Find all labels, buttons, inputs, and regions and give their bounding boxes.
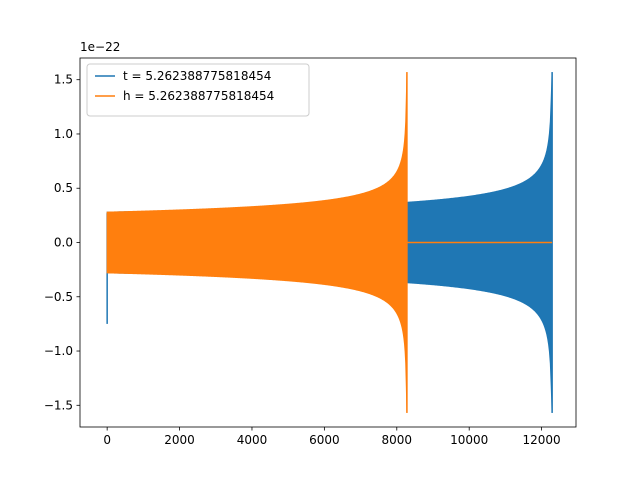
x-tick-label-3: 6000 (309, 433, 340, 447)
y-tick-label-4: 0.5 (54, 181, 73, 195)
y-axis: −1.5 −1.0 −0.5 0.0 0.5 1.0 1.5 (44, 73, 80, 412)
x-tick-label-6: 12000 (523, 433, 561, 447)
y-tick-label-0: −1.5 (44, 398, 73, 412)
y-tick-label-1: −1.0 (44, 344, 73, 358)
y-tick-label-3: 0.0 (54, 236, 73, 250)
y-tick-label-2: −0.5 (44, 290, 73, 304)
legend-label-0: t = 5.262388775818454 (123, 69, 271, 83)
series-1 (106, 72, 553, 413)
x-tick-label-5: 10000 (450, 433, 488, 447)
legend-label-1: h = 5.262388775818454 (123, 89, 274, 103)
x-tick-label-0: 0 (103, 433, 111, 447)
legend: t = 5.262388775818454 h = 5.2623887758184… (86, 63, 310, 117)
y-tick-label-6: 1.5 (54, 73, 73, 87)
y-offset-label: 1e−22 (80, 40, 120, 54)
series-layer (106, 72, 553, 413)
y-tick-label-5: 1.0 (54, 127, 73, 141)
x-tick-label-4: 8000 (382, 433, 413, 447)
legend-box (86, 63, 310, 117)
x-axis: 0 2000 4000 6000 8000 10000 12000 (103, 427, 561, 447)
x-tick-label-2: 4000 (237, 433, 268, 447)
x-tick-label-1: 2000 (164, 433, 195, 447)
